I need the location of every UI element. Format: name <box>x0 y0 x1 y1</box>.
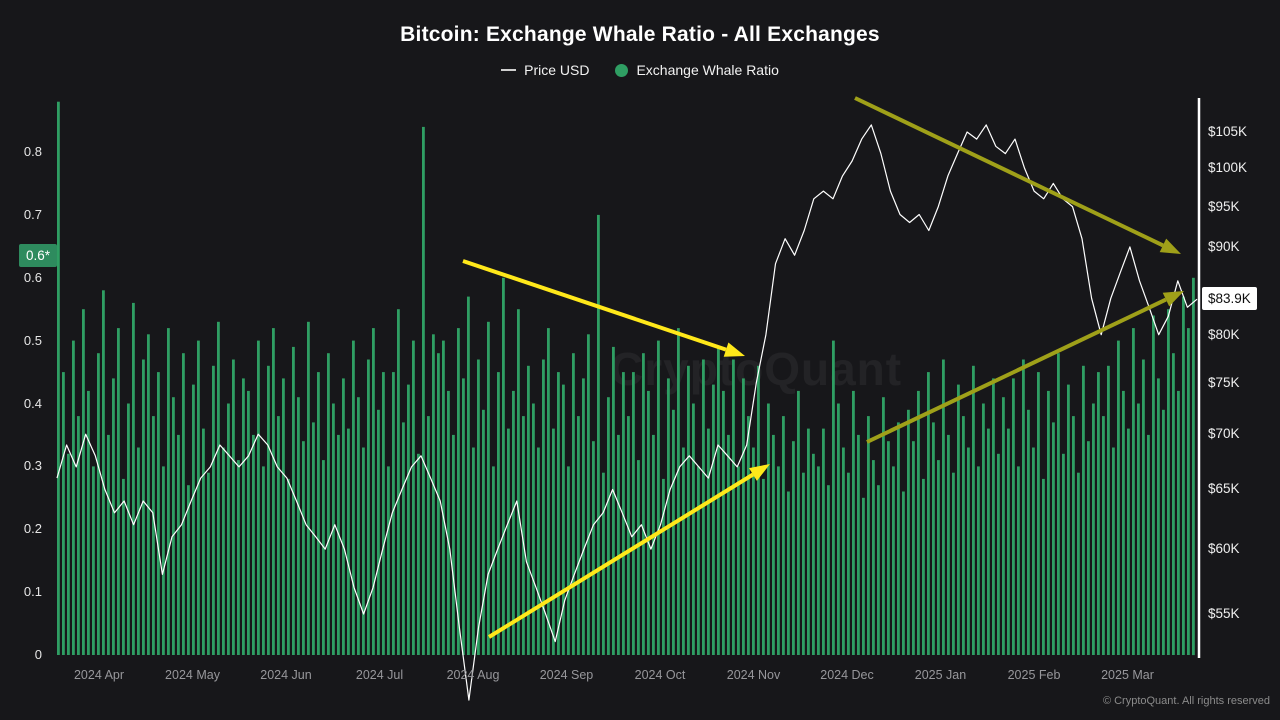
y-axis-right-tick-label: $55K <box>1208 606 1240 621</box>
y-axis-left: 0 0.1 0.2 0.3 0.4 0.5 0.6 0.7 0.8 <box>0 0 46 720</box>
y-axis-right-tick-label: $90K <box>1208 238 1240 254</box>
x-axis-tick-label: 2024 Apr <box>73 668 125 682</box>
y-axis-left-tick-label: 0.5 <box>23 332 42 348</box>
x-axis-tick-label: 2024 May <box>165 668 220 682</box>
olive-arrow-down-right <box>854 96 1181 254</box>
y-axis-right: $105K $100K $95K $90K $80K $75K $70K $65K $60K $5… <box>1208 0 1278 720</box>
legend-whale-label: Exchange Whale Ratio <box>636 62 779 78</box>
whale-ratio-bars <box>57 101 1195 656</box>
x-axis-tick-label: 2025 Feb <box>1007 668 1061 682</box>
y-axis-right-tick-label: $100K <box>1208 160 1248 176</box>
chart-title: Bitcoin: Exchange Whale Ratio - All Exch… <box>400 23 880 46</box>
whale-ratio-dot-icon <box>615 63 629 77</box>
y-axis-left-tick-label: 0.6 <box>23 269 42 285</box>
olive-arrow-up-right <box>866 291 1184 444</box>
legend-item-whale-ratio[interactable]: Exchange Whale Ratio <box>615 62 779 78</box>
y-axis-left-tick-label: 0 <box>34 647 42 662</box>
y-axis-left-tick-label: 0.4 <box>23 395 42 411</box>
yellow-arrow-down-left <box>462 259 745 357</box>
y-axis-right-tick-label: $95K <box>1208 198 1240 214</box>
x-axis-tick-label: 2024 Nov <box>726 668 781 682</box>
price-current-badge: $83.9K <box>1202 287 1257 311</box>
legend-price-label: Price USD <box>524 62 590 78</box>
y-axis-right-tick-label: $105K <box>1208 124 1248 139</box>
price-line-icon <box>501 69 517 71</box>
y-axis-left-tick-label: 0.7 <box>23 206 42 222</box>
x-axis-tick-label: 2024 Oct <box>634 668 686 682</box>
x-axis-tick-label: 2025 Jan <box>914 668 967 682</box>
x-axis-tick-label: 2024 Dec <box>820 668 874 682</box>
y-axis-left-tick-label: 0.2 <box>23 521 42 537</box>
x-axis: 2024 Apr 2024 May 2024 Jun 2024 Jul 2024 Aug… <box>0 668 1280 688</box>
legend-item-price[interactable]: Price USD <box>501 62 589 78</box>
y-axis-right-tick-label: $70K <box>1208 426 1240 442</box>
copyright-notice: © CryptoQuant. All rights reserved <box>1102 695 1270 707</box>
y-axis-right-tick-label: $65K <box>1208 481 1240 497</box>
yellow-arrow-up-left <box>487 464 770 639</box>
y-axis-left-tick-label: 0.3 <box>23 458 42 474</box>
y-axis-right-tick-label: $75K <box>1208 374 1240 390</box>
x-axis-tick-label: 2025 Mar <box>1101 668 1154 682</box>
y-axis-right-tick-label: $80K <box>1208 326 1240 342</box>
price-line <box>56 124 1198 701</box>
y-axis-left-tick-label: 0.1 <box>23 584 42 600</box>
x-axis-tick-label: 2024 Sep <box>539 668 594 682</box>
y-axis-right-tick-label: $60K <box>1208 541 1240 557</box>
ratio-current-badge: 0.6* <box>19 243 58 267</box>
x-axis-tick-label: 2024 Aug <box>446 668 500 682</box>
y-axis-left-tick-label: 0.8 <box>23 144 42 159</box>
legend: Price USD Exchange Whale Ratio <box>0 62 1280 78</box>
x-axis-tick-label: 2024 Jul <box>355 668 404 682</box>
x-axis-tick-label: 2024 Jun <box>260 668 312 682</box>
